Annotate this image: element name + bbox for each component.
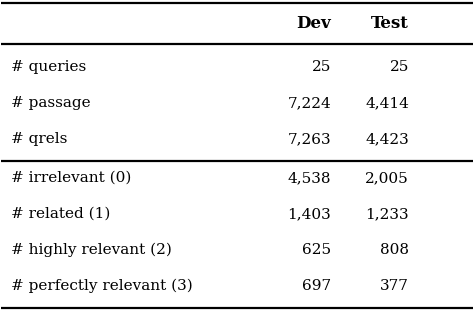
Text: 25: 25 xyxy=(390,60,409,74)
Text: 7,263: 7,263 xyxy=(288,132,331,146)
Text: 808: 808 xyxy=(380,243,409,257)
Text: # irrelevant (0): # irrelevant (0) xyxy=(11,171,131,185)
Text: 25: 25 xyxy=(312,60,331,74)
Text: Dev: Dev xyxy=(297,15,331,32)
Text: 1,233: 1,233 xyxy=(365,207,409,221)
Text: 7,224: 7,224 xyxy=(288,96,331,110)
Text: 697: 697 xyxy=(302,279,331,293)
Text: 625: 625 xyxy=(302,243,331,257)
Text: 4,414: 4,414 xyxy=(365,96,409,110)
Text: 2,005: 2,005 xyxy=(365,171,409,185)
Text: # highly relevant (2): # highly relevant (2) xyxy=(11,243,172,257)
Text: 4,423: 4,423 xyxy=(365,132,409,146)
Text: # qrels: # qrels xyxy=(11,132,67,146)
Text: # related (1): # related (1) xyxy=(11,207,110,221)
Text: # queries: # queries xyxy=(11,60,86,74)
Text: 1,403: 1,403 xyxy=(288,207,331,221)
Text: # passage: # passage xyxy=(11,96,91,110)
Text: Test: Test xyxy=(371,15,409,32)
Text: 4,538: 4,538 xyxy=(288,171,331,185)
Text: # perfectly relevant (3): # perfectly relevant (3) xyxy=(11,279,192,293)
Text: 377: 377 xyxy=(380,279,409,293)
